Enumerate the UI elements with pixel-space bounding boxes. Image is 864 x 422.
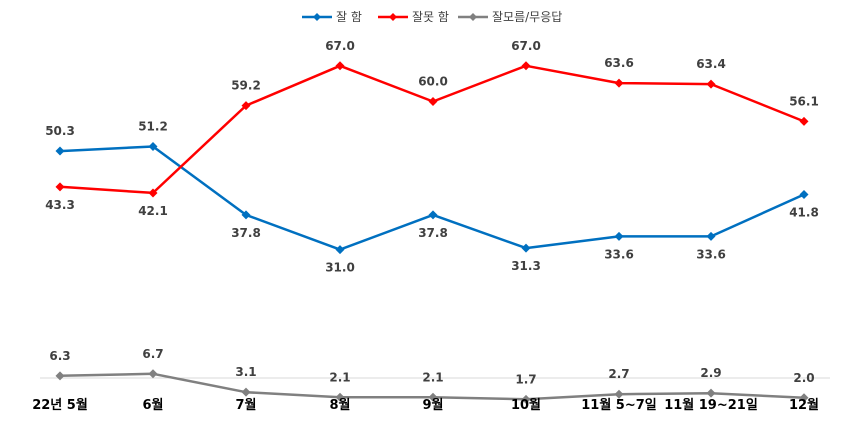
data-label-s3-3: 3.1 xyxy=(235,365,256,379)
data-point-s1-3 xyxy=(241,210,251,220)
data-point-s3-9 xyxy=(799,393,809,403)
x-tick-label-1: 22년 5월 xyxy=(32,397,88,413)
data-point-s3-8 xyxy=(706,388,716,398)
x-tick-label-6: 10월 xyxy=(511,397,541,413)
data-label-s3-9: 2.0 xyxy=(793,371,814,385)
data-point-s3-3 xyxy=(241,387,251,397)
x-tick-labels: 22년 5월 6월 7월 8월 9월 10월 11월 5~7일 11월 19~21일 12월 xyxy=(32,397,819,413)
x-tick-label-5: 9월 xyxy=(422,397,443,413)
data-labels-layer: 50.3 51.2 37.8 31.0 37.8 31.3 33.6 33.6 41.8 43.3… xyxy=(45,39,819,386)
data-point-s2-8 xyxy=(706,79,716,89)
legend-marker-3 xyxy=(469,13,477,21)
data-label-s1-5: 37.8 xyxy=(418,226,448,240)
data-point-s3-4 xyxy=(335,392,345,402)
data-point-s3-7 xyxy=(614,389,624,399)
data-point-s3-2 xyxy=(148,369,158,379)
data-point-s1-8 xyxy=(706,231,716,241)
data-label-s2-8: 63.4 xyxy=(696,57,726,71)
data-label-s1-3: 37.8 xyxy=(231,226,261,240)
x-tick-label-4: 8월 xyxy=(329,397,350,413)
data-point-s3-6 xyxy=(521,394,531,404)
data-point-s1-1 xyxy=(55,146,65,156)
data-point-s3-5 xyxy=(428,392,438,402)
data-label-s2-6: 67.0 xyxy=(511,39,541,53)
x-tick-label-9: 12월 xyxy=(789,397,819,413)
data-point-s1-7 xyxy=(614,231,624,241)
data-point-s2-4 xyxy=(335,61,345,71)
data-point-s1-5 xyxy=(428,210,438,220)
data-point-s2-6 xyxy=(521,61,531,71)
data-point-s2-1 xyxy=(55,182,65,192)
data-point-s1-4 xyxy=(335,245,345,255)
data-label-s2-4: 67.0 xyxy=(325,39,355,53)
data-point-s1-6 xyxy=(521,243,531,253)
data-point-s2-3 xyxy=(241,101,251,111)
data-label-s1-9: 41.8 xyxy=(789,206,819,220)
data-point-s2-9 xyxy=(799,116,809,126)
data-point-s2-2 xyxy=(148,188,158,198)
x-tick-label-7: 11월 5~7일 xyxy=(581,397,657,413)
data-label-s2-2: 42.1 xyxy=(138,204,168,218)
data-point-s2-7 xyxy=(614,78,624,88)
x-tick-label-2: 6월 xyxy=(142,397,163,413)
data-point-s2-5 xyxy=(428,97,438,107)
data-label-s1-1: 50.3 xyxy=(45,124,75,138)
data-label-s3-7: 2.7 xyxy=(608,367,629,381)
data-label-s2-1: 43.3 xyxy=(45,198,75,212)
data-label-s3-4: 2.1 xyxy=(329,370,350,384)
data-label-s3-8: 2.9 xyxy=(700,366,721,380)
legend-label-2: 잘못 함 xyxy=(412,10,449,24)
data-label-s3-2: 6.7 xyxy=(142,347,163,361)
legend-label-1: 잘 함 xyxy=(336,10,362,24)
data-label-s2-5: 60.0 xyxy=(418,75,448,89)
data-label-s1-7: 33.6 xyxy=(604,247,634,261)
data-label-s1-8: 33.6 xyxy=(696,247,726,261)
data-point-s3-1 xyxy=(55,371,65,381)
data-label-s1-6: 31.3 xyxy=(511,259,541,273)
data-point-s1-9 xyxy=(799,189,809,199)
legend-label-3: 잘모름/무응답 xyxy=(492,10,562,24)
data-point-s1-2 xyxy=(148,141,158,151)
data-label-s1-4: 31.0 xyxy=(325,261,355,275)
data-label-s2-3: 59.2 xyxy=(231,79,261,93)
data-label-s3-6: 1.7 xyxy=(515,372,536,386)
legend-marker-1 xyxy=(313,13,321,21)
data-label-s3-1: 6.3 xyxy=(49,349,70,363)
data-label-s2-9: 56.1 xyxy=(789,94,819,108)
data-label-s1-2: 51.2 xyxy=(138,120,168,134)
x-tick-label-8: 11월 19~21일 xyxy=(664,397,758,413)
data-label-s3-5: 2.1 xyxy=(422,370,443,384)
x-tick-label-3: 7월 xyxy=(235,397,256,413)
data-label-s2-7: 63.6 xyxy=(604,56,634,70)
legend: 잘 함 잘못 함 잘모름/무응답 xyxy=(302,10,562,24)
legend-marker-2 xyxy=(389,13,397,21)
series-layer xyxy=(55,61,809,404)
